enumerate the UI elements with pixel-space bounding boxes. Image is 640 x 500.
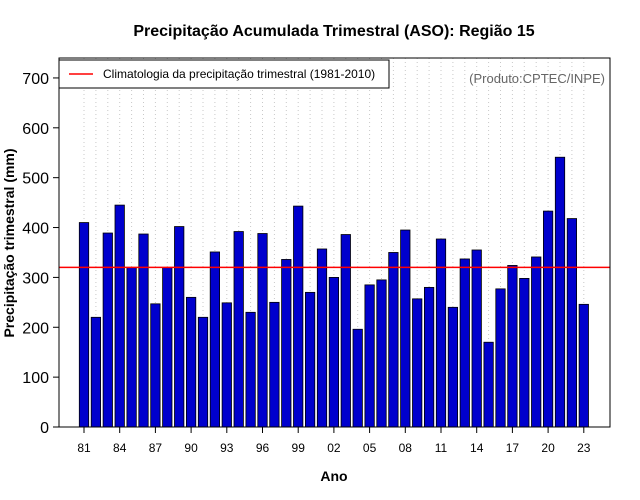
legend-box xyxy=(58,59,390,89)
bar-2013 xyxy=(459,258,470,428)
y-axis: 0 100 200 300 400 500 600 700 xyxy=(22,71,59,437)
bar-1983 xyxy=(102,232,113,428)
bar-2005 xyxy=(364,284,375,428)
y-tick-label: 300 xyxy=(22,270,49,287)
x-tick-label: 05 xyxy=(363,441,377,455)
bar-2021 xyxy=(554,156,566,428)
bar-1987 xyxy=(150,303,161,428)
bar-2009 xyxy=(412,298,423,428)
bar-1985 xyxy=(126,267,137,428)
x-tick-label: 02 xyxy=(327,441,341,455)
bar-2012 xyxy=(447,306,459,428)
legend-label: Climatologia da precipitação trimestral … xyxy=(103,67,375,81)
x-tick-label: 20 xyxy=(541,441,555,455)
bar-1995 xyxy=(245,311,256,428)
bar-2000 xyxy=(304,291,316,428)
y-tick-label: 400 xyxy=(22,221,49,238)
bar-2017 xyxy=(507,265,518,428)
plot-frame xyxy=(58,57,611,428)
bar-2018 xyxy=(519,277,530,428)
bar-2016 xyxy=(495,288,506,428)
x-tick-label: 17 xyxy=(506,441,520,455)
bar-2008 xyxy=(400,229,411,428)
bar-1988 xyxy=(162,267,173,428)
credit-annotation: (Produto:CPTEC/INPE) xyxy=(469,71,605,86)
bar-2022 xyxy=(566,218,578,428)
bar-2001 xyxy=(316,248,328,428)
x-axis-title: Ano xyxy=(320,468,347,484)
x-tick-label: 08 xyxy=(399,441,413,455)
bar-1994 xyxy=(233,231,244,428)
bar-1984 xyxy=(114,204,125,428)
y-tick-label: 200 xyxy=(22,320,49,337)
bar-1993 xyxy=(221,302,232,428)
chart-title: Precipitação Acumulada Trimestral (ASO):… xyxy=(133,23,534,40)
bar-1999 xyxy=(293,205,304,428)
bar-1990 xyxy=(185,296,197,428)
bar-2010 xyxy=(423,286,435,428)
x-tick-label: 23 xyxy=(577,441,591,455)
bar-2019 xyxy=(531,256,542,428)
x-tick-label: 96 xyxy=(256,441,270,455)
y-axis-title: Precipitação trimestral (mm) xyxy=(1,148,17,337)
x-tick-label: 11 xyxy=(435,441,448,455)
x-tick-label: 81 xyxy=(77,441,91,455)
bar-1998 xyxy=(281,259,292,428)
bar-2007 xyxy=(388,252,399,428)
x-tick-label: 84 xyxy=(113,441,127,455)
bar-2002 xyxy=(328,277,340,428)
bar-1989 xyxy=(174,226,185,428)
y-tick-label: 600 xyxy=(22,121,49,138)
y-tick-label: 0 xyxy=(40,420,49,437)
bar-2003 xyxy=(340,234,351,428)
y-tick-label: 700 xyxy=(22,71,49,88)
bar-1982 xyxy=(90,316,101,428)
bar-1996 xyxy=(257,233,268,428)
bar-2015 xyxy=(483,341,494,428)
x-tick-label: 87 xyxy=(149,441,163,455)
bar-2004 xyxy=(352,328,363,428)
bar-1992 xyxy=(209,251,220,428)
bar-1981 xyxy=(78,222,90,428)
x-tick-label: 14 xyxy=(470,441,484,455)
bar-1997 xyxy=(269,301,280,428)
x-tick-label: 99 xyxy=(292,441,306,455)
x-tick-label: 90 xyxy=(184,441,198,455)
legend: Climatologia da precipitação trimestral … xyxy=(58,59,390,89)
x-axis: 81 84 87 90 93 96 99 02 05 08 11 14 17 20 23 xyxy=(77,427,591,455)
bar-1986 xyxy=(138,233,149,428)
bar-2006 xyxy=(376,279,387,428)
y-tick-label: 500 xyxy=(22,171,49,188)
bars xyxy=(78,156,589,428)
x-tick-label: 93 xyxy=(220,441,234,455)
bar-1991 xyxy=(197,316,209,428)
bar-2014 xyxy=(471,249,482,428)
y-tick-label: 100 xyxy=(22,370,49,387)
bar-2023 xyxy=(578,303,589,428)
bar-2020 xyxy=(543,210,554,428)
